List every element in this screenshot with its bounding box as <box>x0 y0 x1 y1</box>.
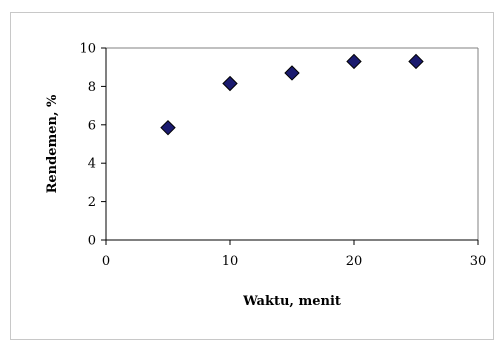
y-axis-title: Rendemen, % <box>45 94 60 193</box>
x-tick-label: 10 <box>222 254 239 269</box>
y-tick-label: 0 <box>88 234 96 249</box>
x-tick-label: 20 <box>346 254 363 269</box>
y-tick-label: 10 <box>79 42 96 57</box>
y-tick-label: 2 <box>88 195 96 210</box>
x-tick-label: 30 <box>470 254 487 269</box>
x-axis-title: Waktu, menit <box>242 294 341 309</box>
data-point-diamond <box>346 53 362 70</box>
data-point-diamond <box>222 75 238 92</box>
y-tick-label: 4 <box>88 157 96 172</box>
data-points <box>160 53 424 136</box>
y-tick-label: 8 <box>88 80 96 95</box>
axes <box>101 47 479 245</box>
y-tick-label: 6 <box>88 118 96 133</box>
tick-labels: 0 2 4 6 8 10 0 10 20 30 <box>79 42 486 270</box>
x-tick-label: 0 <box>102 254 110 269</box>
data-point-diamond <box>160 119 176 136</box>
data-point-diamond <box>284 65 300 81</box>
chart-frame <box>10 12 494 340</box>
data-point-diamond <box>408 53 424 70</box>
